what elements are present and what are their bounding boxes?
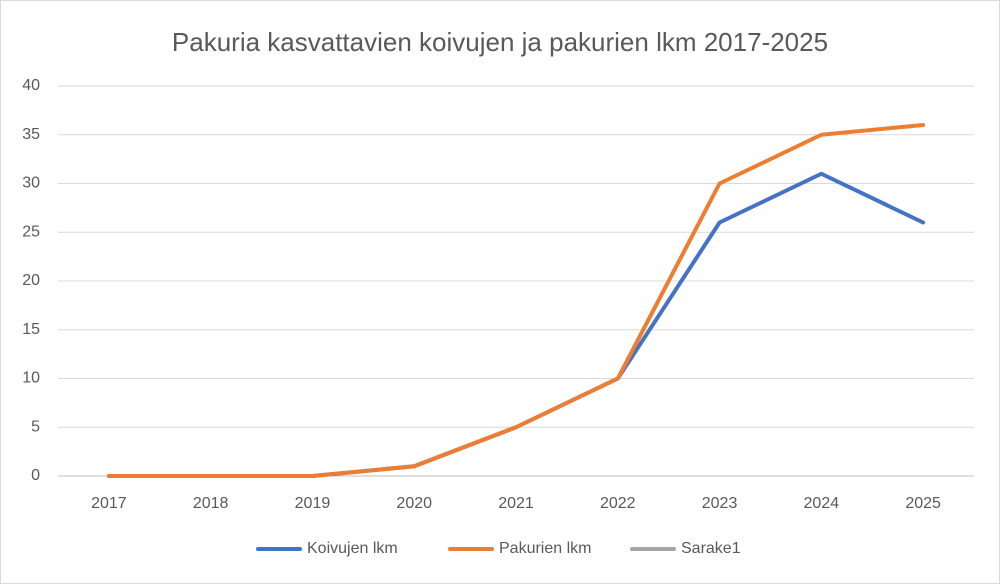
y-tick-label: 35	[22, 126, 40, 143]
legend-label: Sarake1	[681, 540, 741, 557]
chart-title: Pakuria kasvattavien koivujen ja pakurie…	[172, 27, 828, 57]
y-tick-label: 20	[22, 272, 40, 289]
y-tick-label: 15	[22, 321, 40, 338]
x-tick-label: 2024	[804, 495, 840, 512]
x-tick-label: 2025	[905, 495, 941, 512]
y-tick-label: 5	[31, 418, 40, 435]
legend-label: Koivujen lkm	[307, 540, 398, 557]
x-tick-label: 2022	[600, 495, 636, 512]
x-tick-label: 2020	[396, 495, 432, 512]
y-tick-label: 0	[31, 467, 40, 484]
legend-label: Pakurien lkm	[499, 540, 591, 557]
x-tick-label: 2017	[91, 495, 127, 512]
x-tick-label: 2023	[702, 495, 738, 512]
x-tick-label: 2021	[498, 495, 534, 512]
y-tick-label: 10	[22, 370, 40, 387]
x-tick-label: 2019	[295, 495, 331, 512]
x-tick-label: 2018	[193, 495, 229, 512]
y-tick-label: 30	[22, 175, 40, 192]
series-line	[106, 123, 926, 478]
y-tick-label: 25	[22, 223, 40, 240]
y-tick-label: 40	[22, 77, 40, 94]
